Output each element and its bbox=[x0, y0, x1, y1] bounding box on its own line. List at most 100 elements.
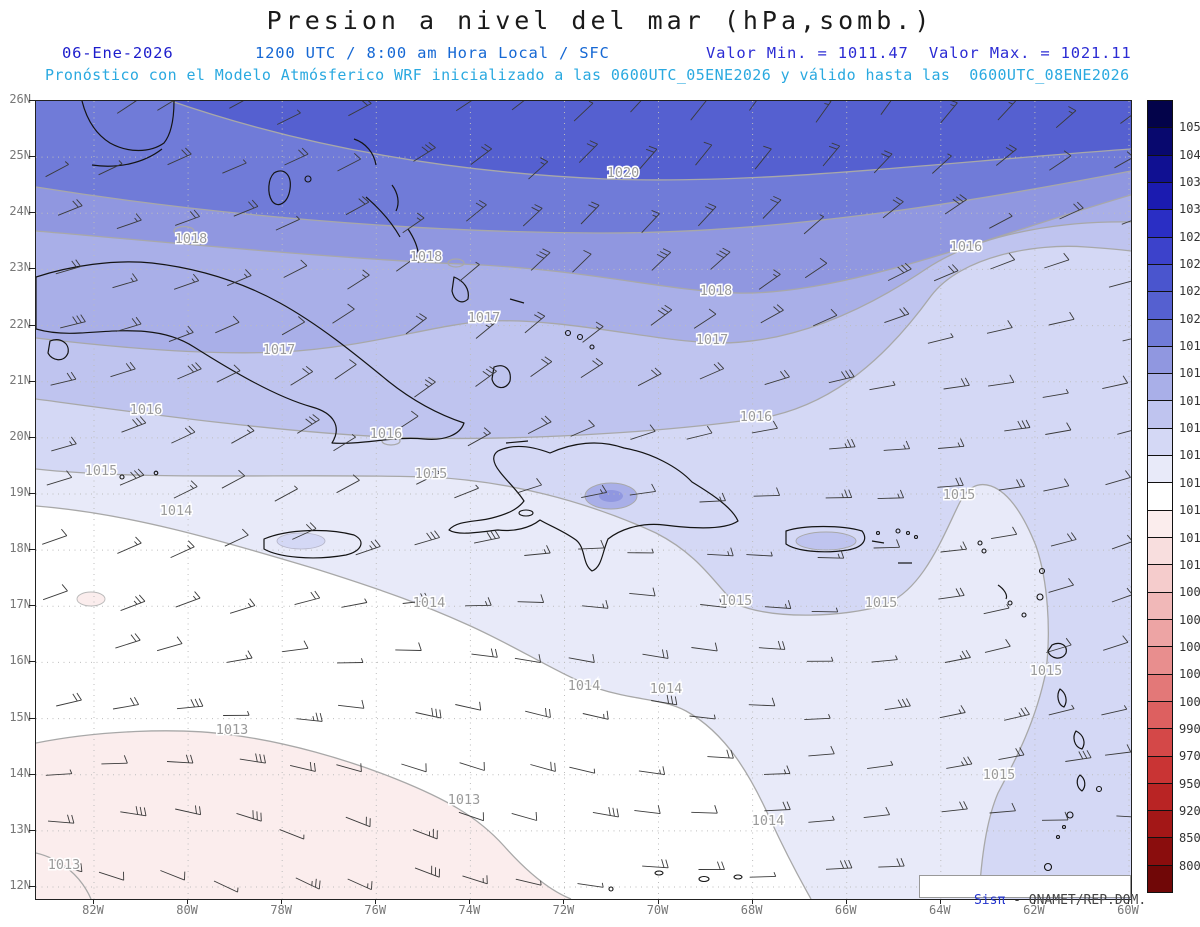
colorbar-label-1018: 1018 bbox=[1179, 366, 1200, 381]
colorbar-label-850: 850 bbox=[1179, 831, 1200, 846]
lon-tick bbox=[187, 899, 189, 904]
colorbar-segment-24 bbox=[1148, 756, 1172, 784]
lat-tick bbox=[29, 268, 35, 270]
colorbar-segment-1 bbox=[1148, 128, 1172, 156]
lon-tick bbox=[845, 899, 847, 904]
pressure-map-svg: 1020 1018 1018 1018 1016 1017 1017 1017 1016 1016… bbox=[36, 101, 1131, 899]
isobar-label-1015: 1015 bbox=[720, 593, 753, 609]
colorbar-segment-16 bbox=[1148, 538, 1172, 566]
colorbar-label-1004: 1004 bbox=[1179, 639, 1200, 654]
colorbar-segment-26 bbox=[1148, 811, 1172, 839]
lat-label-17N: 17N bbox=[9, 597, 31, 612]
isobar-label-1013: 1013 bbox=[48, 857, 81, 873]
colorbar-segment-5 bbox=[1148, 237, 1172, 265]
valid-time: 1200 UTC / 8:00 am Hora Local / SFC bbox=[255, 44, 610, 62]
lon-label-62W: 62W bbox=[1012, 903, 1056, 917]
colorbar-segment-13 bbox=[1148, 456, 1172, 484]
lon-tick bbox=[469, 899, 471, 904]
lat-tick bbox=[29, 212, 35, 214]
colorbar-segment-22 bbox=[1148, 701, 1172, 730]
isobar-label-1015: 1015 bbox=[983, 767, 1016, 783]
colorbar-label-1002: 1002 bbox=[1179, 667, 1200, 682]
lon-tick bbox=[657, 899, 659, 904]
colorbar-segment-14 bbox=[1148, 483, 1172, 511]
lat-tick bbox=[29, 549, 35, 551]
colorbar-segment-11 bbox=[1148, 401, 1172, 429]
isobar-label-1013: 1013 bbox=[448, 792, 481, 808]
lon-label-76W: 76W bbox=[364, 903, 387, 917]
isobar-label-1018: 1018 bbox=[175, 231, 208, 247]
colorbar-segment-6 bbox=[1148, 264, 1172, 293]
page-title: Presion a nivel del mar (hPa,somb.) bbox=[266, 6, 934, 35]
isobar-label-1014: 1014 bbox=[568, 678, 601, 694]
lat-label-14N: 14N bbox=[9, 765, 31, 780]
isobar-label-1015: 1015 bbox=[415, 466, 448, 482]
lat-tick bbox=[29, 156, 35, 158]
isobar-label-1020: 1020 bbox=[607, 165, 640, 181]
pressure-map: 1020 1018 1018 1018 1016 1017 1017 1017 1016 1016… bbox=[35, 100, 1146, 908]
isobar-label-1016: 1016 bbox=[130, 402, 163, 418]
lat-tick bbox=[29, 493, 35, 494]
lat-label-16N: 16N bbox=[9, 653, 31, 668]
lon-tick bbox=[939, 899, 941, 904]
lon-label-60W: 60W bbox=[1117, 903, 1139, 917]
lon-label-64W: 64W bbox=[928, 903, 951, 917]
lat-label-21N: 21N bbox=[9, 372, 31, 387]
lat-tick bbox=[29, 380, 35, 382]
isobar-label-1014: 1014 bbox=[752, 813, 785, 829]
colorbar-segment-17 bbox=[1148, 565, 1172, 593]
lat-label-23N: 23N bbox=[9, 260, 31, 275]
sispi-logo: Sisπ bbox=[973, 893, 1006, 908]
colorbar-segment-12 bbox=[1148, 428, 1172, 457]
lon-tick bbox=[375, 899, 377, 904]
lon-label-82W: 82W bbox=[82, 903, 104, 917]
colorbar-label-990: 990 bbox=[1179, 721, 1200, 736]
lon-label-78W: 78W bbox=[270, 903, 293, 917]
colorbar-segment-27 bbox=[1148, 838, 1172, 866]
valid-date: 06-Ene-2026 bbox=[62, 44, 174, 62]
isobar-label-1015: 1015 bbox=[943, 487, 976, 503]
lat-label-15N: 15N bbox=[9, 709, 31, 724]
colorbar-label-1008: 1008 bbox=[1179, 585, 1200, 600]
colorbar-label-1020: 1020 bbox=[1179, 311, 1200, 326]
colorbar-segment-23 bbox=[1148, 729, 1172, 757]
min-max-values: Valor Min. = 1011.47 Valor Max. = 1021.1… bbox=[706, 44, 1132, 62]
lat-tick bbox=[29, 436, 35, 438]
lon-label-72W: 72W bbox=[552, 903, 575, 917]
lon-label-74W: 74W bbox=[458, 903, 481, 917]
colorbar-label-1022: 1022 bbox=[1179, 284, 1200, 299]
lon-label-66W: 66W bbox=[834, 903, 857, 917]
wind-barbs bbox=[42, 101, 1131, 893]
lat-tick bbox=[29, 717, 35, 719]
lat-label-25N: 25N bbox=[9, 148, 31, 163]
colorbar-label-950: 950 bbox=[1179, 776, 1200, 791]
isobar-label-1014: 1014 bbox=[413, 595, 446, 611]
lon-label-68W: 68W bbox=[740, 903, 763, 917]
colorbar-label-1050: 1050 bbox=[1179, 120, 1200, 135]
isobar-lines bbox=[36, 101, 1131, 899]
lat-tick bbox=[29, 324, 35, 326]
colorbar-label-1028: 1028 bbox=[1179, 229, 1200, 244]
isobar-label-1015: 1015 bbox=[85, 463, 118, 479]
colorbar-label-1015: 1015 bbox=[1179, 448, 1200, 463]
colorbar bbox=[1147, 100, 1173, 893]
lat-label-18N: 18N bbox=[9, 541, 31, 556]
isobar-label-1016: 1016 bbox=[370, 426, 403, 442]
colorbar-segment-2 bbox=[1148, 155, 1172, 183]
colorbar-label-1013: 1013 bbox=[1179, 503, 1200, 518]
colorbar-segment-15 bbox=[1148, 510, 1172, 538]
isobar-label-1016: 1016 bbox=[740, 409, 773, 425]
lat-tick bbox=[29, 661, 35, 663]
colorbar-label-1017: 1017 bbox=[1179, 393, 1200, 408]
colorbar-label-1000: 1000 bbox=[1179, 694, 1200, 709]
lon-tick bbox=[281, 899, 283, 904]
colorbar-label-920: 920 bbox=[1179, 803, 1200, 818]
colorbar-segment-19 bbox=[1148, 619, 1172, 648]
colorbar-label-1016: 1016 bbox=[1179, 421, 1200, 436]
colorbar-label-1025: 1025 bbox=[1179, 257, 1200, 272]
lon-tick bbox=[751, 899, 753, 904]
colorbar-label-1019: 1019 bbox=[1179, 339, 1200, 354]
forecast-info-line: Pronóstico con el Modelo Atmósferico WRF… bbox=[45, 66, 1130, 84]
colorbar-segment-0 bbox=[1148, 101, 1172, 129]
colorbar-segment-28 bbox=[1148, 865, 1172, 893]
